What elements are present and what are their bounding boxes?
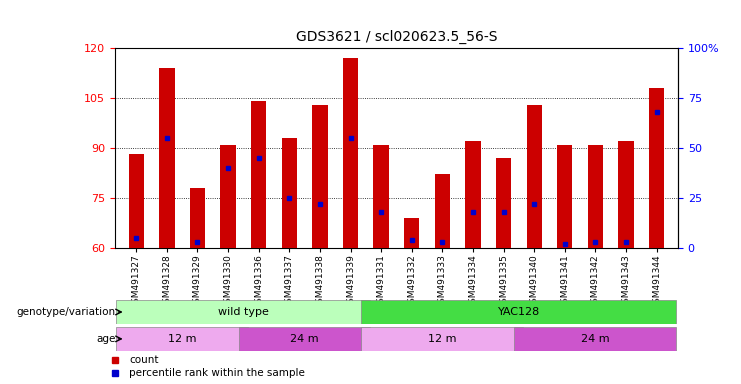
Bar xyxy=(251,101,266,248)
Title: GDS3621 / scl020623.5_56-S: GDS3621 / scl020623.5_56-S xyxy=(296,30,497,44)
Bar xyxy=(514,327,677,351)
Bar xyxy=(527,104,542,248)
Bar xyxy=(362,300,677,324)
Bar xyxy=(221,144,236,248)
Bar xyxy=(496,158,511,248)
Bar xyxy=(159,68,175,248)
Text: wild type: wild type xyxy=(218,307,269,317)
Bar xyxy=(282,138,297,248)
Text: 24 m: 24 m xyxy=(290,334,319,344)
Bar xyxy=(116,300,370,324)
Bar xyxy=(239,327,370,351)
Bar xyxy=(373,144,389,248)
Bar xyxy=(312,104,328,248)
Text: age: age xyxy=(96,334,116,344)
Text: YAC128: YAC128 xyxy=(498,307,540,317)
Bar xyxy=(465,141,481,248)
Bar xyxy=(557,144,572,248)
Bar xyxy=(190,188,205,248)
Bar xyxy=(343,58,358,248)
Bar xyxy=(116,327,248,351)
Text: genotype/variation: genotype/variation xyxy=(16,307,116,317)
Bar xyxy=(435,174,450,248)
Bar xyxy=(618,141,634,248)
Bar xyxy=(588,144,603,248)
Text: 24 m: 24 m xyxy=(581,334,610,344)
Text: 12 m: 12 m xyxy=(428,334,456,344)
Bar xyxy=(129,154,144,248)
Bar xyxy=(404,218,419,248)
Bar xyxy=(649,88,664,248)
Text: 12 m: 12 m xyxy=(168,334,196,344)
Text: count: count xyxy=(129,355,159,365)
Text: percentile rank within the sample: percentile rank within the sample xyxy=(129,368,305,379)
Bar xyxy=(362,327,523,351)
